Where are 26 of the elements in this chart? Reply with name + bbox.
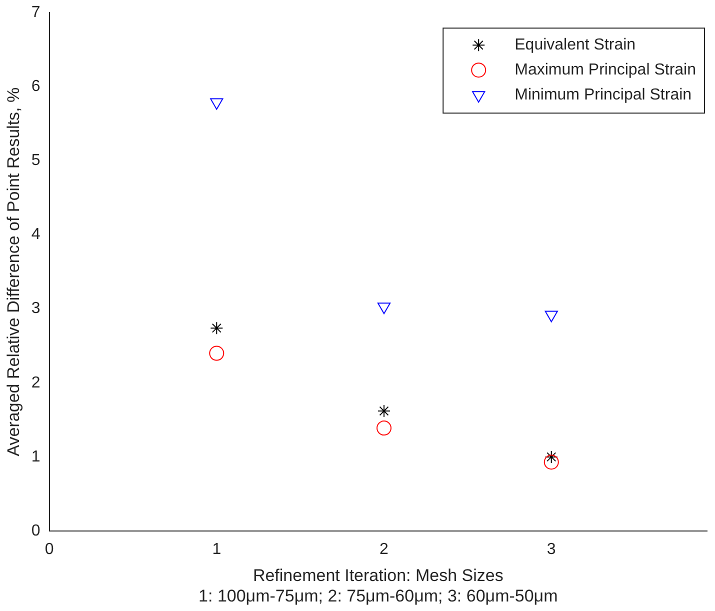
y-tick-label: 2	[31, 374, 40, 392]
x-tick-label: 2	[380, 541, 389, 558]
y-tick-label: 3	[31, 300, 40, 318]
point	[378, 404, 391, 418]
x-axis-title: Refinement Iteration: Mesh Sizes 1: 100μm-75μm; 2: 75μm-60μm; 3: 60μm-50μm	[198, 566, 558, 606]
legend-label: Equivalent Strain	[514, 36, 636, 54]
point	[544, 310, 558, 322]
point	[210, 98, 224, 110]
legend-label: Maximum Principal Strain	[514, 62, 696, 79]
point	[544, 454, 559, 470]
point	[210, 322, 224, 335]
y-tick-label: 1	[31, 448, 40, 466]
x-tick-label: 3	[546, 541, 556, 558]
y-tick-label: 0	[31, 522, 40, 540]
point	[376, 420, 392, 436]
y-tick-label: 7	[31, 4, 40, 22]
y-tick-label: 5	[31, 152, 40, 170]
point	[209, 346, 224, 361]
y-axis-title: Averaged Relative Difference of Point Results, %	[4, 87, 23, 456]
x-tick-label: 1	[212, 541, 222, 558]
point	[544, 450, 558, 464]
y-tick-label: 4	[31, 226, 40, 244]
y-tick-label: 6	[31, 78, 40, 96]
legend-label: Minimum Principal Strain	[514, 86, 692, 104]
x-tick-label: 0	[44, 541, 54, 558]
point	[377, 302, 391, 314]
